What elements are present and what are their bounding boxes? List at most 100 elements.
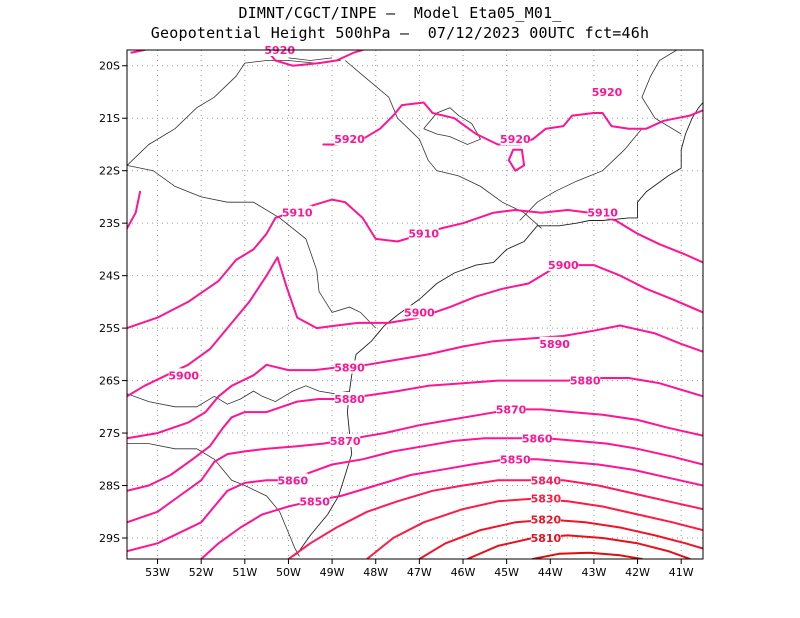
contour-label-bg [522,431,553,445]
contour-label-5890: 5890 [334,361,365,374]
y-tick-label: 28S [99,480,120,493]
state-border [519,128,643,221]
x-tick-label: 44W [538,566,563,579]
x-tick-label: 47W [407,566,432,579]
contour-label-bg [168,368,199,382]
x-tick-label: 51W [232,566,257,579]
contour-label-5910: 5910 [282,207,313,220]
x-tick-label: 48W [363,566,388,579]
x-tick-label: 53W [145,566,170,579]
contour-line-5830 [366,497,703,559]
contour-label-bg [282,205,313,219]
contour-line-5840 [287,479,703,559]
contour-label-5900: 5900 [168,369,199,382]
contour-label-5890: 5890 [539,338,570,351]
state-border [127,60,341,166]
contour-line-5860 [127,437,703,553]
y-tick-label: 20S [99,60,120,73]
y-tick-label: 22S [99,165,120,178]
contour-line-5820 [418,518,703,559]
contour-label-bg [592,84,622,98]
contour-label-5910: 5910 [408,228,439,241]
contour-label-bg [496,402,526,416]
y-tick-label: 25S [99,322,120,335]
contour-line-5810 [466,534,691,559]
contour-label-bg [334,391,365,405]
contour-line-5850 [200,458,703,559]
contour-line-5910 [127,190,142,230]
contour-label-bg [587,205,618,219]
state-border [344,60,542,229]
contour-label-bg [539,336,570,350]
x-tick-label: 49W [320,566,345,579]
axis-ticks: 53W 52W 51W 50W 49W 48W 47W 46W 45W 44W 43W 42W 41W 2… [99,60,694,579]
x-tick-label: 50W [276,566,301,579]
contour-line-5890 [127,324,703,440]
contour-line-5800 [531,551,643,559]
contour-label-5900: 5900 [548,259,579,272]
coastline [384,102,703,326]
contour-label-5880: 5880 [570,375,601,388]
y-tick-label: 24S [99,270,120,283]
contour-label-bg [570,373,601,387]
contour-label-5820: 5820 [531,514,562,527]
contour-label-bg [548,258,579,272]
state-border [127,385,350,408]
x-tick-label: 43W [581,566,606,579]
state-border [127,443,300,557]
grid [127,50,703,559]
contour-label-bg [500,452,531,466]
contour-label-5870: 5870 [496,403,527,416]
contour-label-bg [404,305,435,319]
contour-label-bg [334,132,365,146]
lake-outline [288,57,333,61]
x-tick-label: 45W [494,566,519,579]
contour-label-5910: 5910 [587,207,618,220]
contour-label-bg [530,512,561,526]
contour-label-bg [530,491,561,505]
contour-label-5860: 5860 [522,432,553,445]
contour-lines [127,50,703,559]
x-tick-label: 41W [669,566,694,579]
contour-label-bg [334,360,365,374]
title-line-2: Geopotential Height 500hPa – 07/12/2023 … [150,24,650,42]
contour-label-bg [408,226,439,240]
contour-label-5810: 5810 [531,532,562,545]
contour-label-5840: 5840 [531,474,562,487]
lake-outline [423,107,482,145]
x-tick-label: 46W [451,566,476,579]
contour-label-5920: 5920 [334,133,365,146]
map-boundaries [127,50,703,559]
contour-label-5920: 5920 [592,86,623,99]
contour-line-5870 [127,408,703,524]
contour-label-bg [530,531,561,545]
contour-labels: 5920 592059205920591059105910590059005900… [168,43,623,545]
contour-label-bg [500,132,531,146]
contour-label-5920: 5920 [500,133,531,146]
title-line-1: DIMNT/CGCT/INPE – Model Eta05_M01_ [238,4,562,22]
contour-label-bg [299,494,330,508]
contour-line-5900 [127,256,703,398]
contour-label-bg [277,473,308,487]
contour-label-5880: 5880 [334,393,365,406]
contour-label-bg [530,473,561,487]
contour-label-bg [330,433,361,447]
x-tick-label: 42W [625,566,650,579]
y-tick-label: 23S [99,217,120,230]
contour-label-5860: 5860 [278,474,309,487]
contour-label-5900: 5900 [404,306,435,319]
contour-label-5830: 5830 [531,493,562,506]
contour-line-5920 [507,148,526,172]
state-border [641,50,682,135]
contour-label-5850: 5850 [299,495,330,508]
contour-line-5920 [265,50,364,67]
contour-label-5850: 5850 [500,453,531,466]
x-tick-label: 52W [189,566,214,579]
state-border [127,165,376,329]
y-tick-label: 26S [99,375,120,388]
y-tick-label: 21S [99,112,120,125]
plot-frame [126,49,704,560]
y-tick-label: 29S [99,532,120,545]
contour-label-5870: 5870 [330,435,361,448]
